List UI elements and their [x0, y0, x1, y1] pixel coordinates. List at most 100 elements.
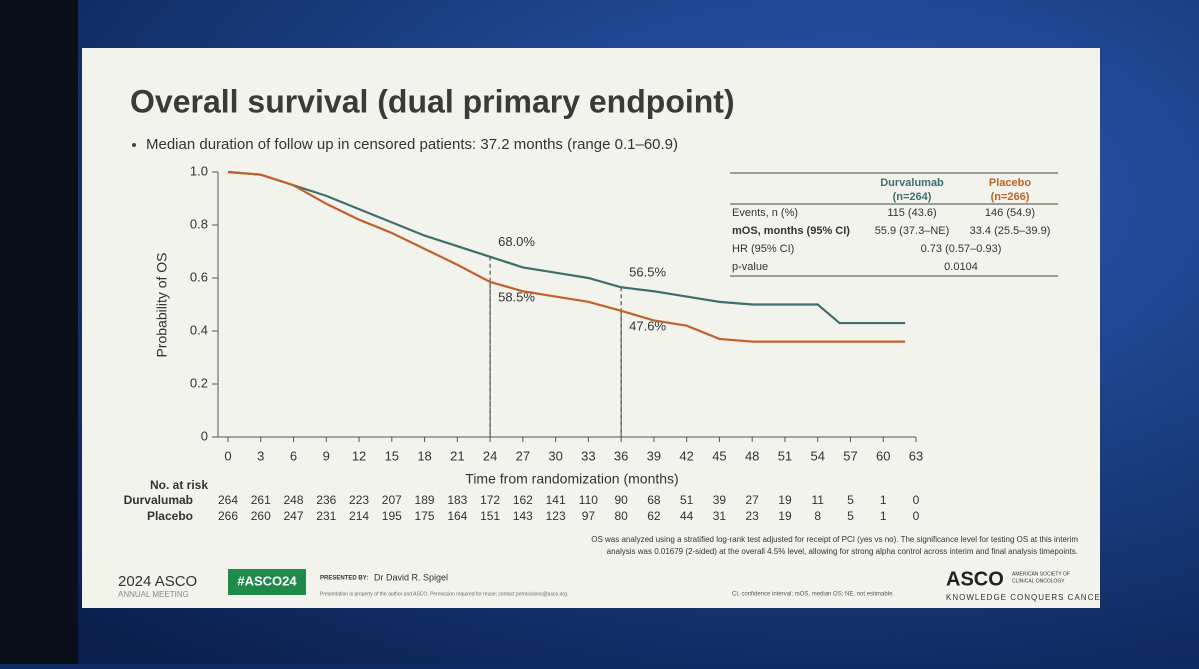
x-tick-label: 0	[224, 448, 231, 463]
table-header: Durvalumab	[880, 177, 944, 189]
left-edge	[0, 0, 78, 664]
at-risk-count: 207	[382, 493, 402, 507]
at-risk-count: 68	[647, 493, 661, 507]
at-risk-count: 19	[778, 509, 792, 523]
at-risk-count: 264	[218, 493, 238, 507]
footnote: analysis was 0.01679 (2-sided) at the ov…	[607, 547, 1078, 556]
x-tick-label: 9	[323, 448, 330, 463]
slide-title: Overall survival (dual primary endpoint)	[130, 83, 735, 119]
at-risk-count: 39	[713, 493, 727, 507]
at-risk-title: No. at risk	[150, 478, 208, 492]
x-tick-label: 3	[257, 448, 264, 463]
at-risk-count: 27	[746, 493, 760, 507]
table-cell: 0.0104	[944, 261, 978, 273]
annotation-label: 56.5%	[629, 265, 666, 280]
at-risk-count: 11	[811, 493, 824, 507]
x-tick-label: 27	[516, 448, 530, 463]
x-tick-label: 21	[450, 448, 464, 463]
at-risk-count: 183	[447, 493, 467, 507]
at-risk-count: 0	[913, 509, 920, 523]
x-axis-label: Time from randomization (months)	[465, 471, 678, 487]
at-risk-count: 151	[480, 509, 500, 523]
x-tick-label: 36	[614, 448, 628, 463]
at-risk-count: 80	[614, 509, 628, 523]
meeting: 2024 ASCO	[118, 573, 197, 590]
table-row-label: p-value	[732, 261, 768, 273]
at-risk-count: 44	[680, 509, 694, 523]
table-row-label: HR (95% CI)	[732, 243, 794, 255]
y-tick-label: 0	[201, 428, 208, 443]
disclaimer: Presentation is property of the author a…	[320, 591, 568, 597]
table-cell: 33.4 (25.5–39.9)	[970, 225, 1051, 237]
at-risk-count: 214	[349, 509, 369, 523]
presented-by: PRESENTED BY:	[320, 576, 368, 582]
x-tick-label: 45	[712, 448, 726, 463]
at-risk-count: 97	[582, 509, 596, 523]
at-risk-count: 236	[316, 493, 336, 507]
at-risk-count: 123	[546, 509, 566, 523]
x-tick-label: 6	[290, 448, 297, 463]
at-risk-count: 62	[647, 509, 661, 523]
footnote: OS was analyzed using a stratified log-r…	[591, 535, 1078, 544]
at-risk-count: 231	[316, 509, 336, 523]
at-risk-count: 189	[415, 493, 435, 507]
at-risk-count: 23	[746, 509, 760, 523]
at-risk-count: 162	[513, 493, 533, 507]
table-header: (n=266)	[991, 191, 1030, 203]
table-row-label: Events, n (%)	[732, 207, 798, 219]
table-header: (n=264)	[893, 191, 932, 203]
y-tick-label: 0.6	[190, 269, 208, 284]
annotation-label: 47.6%	[629, 318, 666, 333]
at-risk-count: 164	[447, 509, 467, 523]
x-tick-label: 51	[778, 448, 792, 463]
logo-sub: CLINICAL ONCOLOGY	[1012, 578, 1065, 584]
at-risk-count: 143	[513, 509, 533, 523]
at-risk-count: 90	[614, 493, 628, 507]
table-cell: 146 (54.9)	[985, 207, 1035, 219]
at-risk-count: 247	[284, 509, 304, 523]
at-risk-count: 1	[880, 493, 887, 507]
x-tick-label: 12	[352, 448, 366, 463]
at-risk-count: 31	[713, 509, 727, 523]
table-row-label: mOS, months (95% CI)	[732, 225, 850, 237]
y-tick-label: 0.8	[190, 216, 208, 231]
x-tick-label: 24	[483, 448, 497, 463]
x-tick-label: 63	[909, 448, 923, 463]
hashtag: #ASCO24	[237, 573, 297, 588]
at-risk-count: 141	[546, 493, 566, 507]
meeting-sub: ANNUAL MEETING	[118, 590, 189, 599]
at-risk-count: 260	[251, 509, 271, 523]
at-risk-count: 223	[349, 493, 369, 507]
at-risk-count: 261	[251, 493, 271, 507]
y-axis-label: Probability of OS	[154, 252, 170, 357]
at-risk-count: 175	[415, 509, 435, 523]
annotation-label: 68.0%	[498, 234, 535, 249]
at-risk-count: 19	[778, 493, 792, 507]
x-tick-label: 42	[679, 448, 693, 463]
at-risk-count: 195	[382, 509, 402, 523]
x-tick-label: 39	[647, 448, 661, 463]
x-tick-label: 18	[417, 448, 431, 463]
table-cell: 115 (43.6)	[887, 207, 936, 219]
bullet	[132, 143, 136, 147]
at-risk-name: Placebo	[147, 509, 193, 523]
at-risk-count: 5	[847, 509, 854, 523]
at-risk-count: 51	[680, 493, 694, 507]
at-risk-count: 5	[847, 493, 854, 507]
at-risk-count: 0	[913, 493, 920, 507]
y-tick-label: 1.0	[190, 163, 208, 178]
slide	[82, 48, 1100, 608]
at-risk-count: 8	[814, 509, 821, 523]
x-tick-label: 30	[548, 448, 562, 463]
x-tick-label: 15	[385, 448, 399, 463]
x-tick-label: 48	[745, 448, 759, 463]
annotation-label: 58.5%	[498, 289, 535, 304]
logo: ASCO	[946, 568, 1004, 590]
x-tick-label: 60	[876, 448, 890, 463]
survival-curve	[227, 170, 906, 343]
abbreviations: CI, confidence interval; mOS, median OS;…	[732, 592, 894, 598]
at-risk-count: 110	[579, 493, 598, 507]
survival-curve	[227, 170, 906, 325]
table-cell: 55.9 (37.3–NE)	[875, 225, 950, 237]
